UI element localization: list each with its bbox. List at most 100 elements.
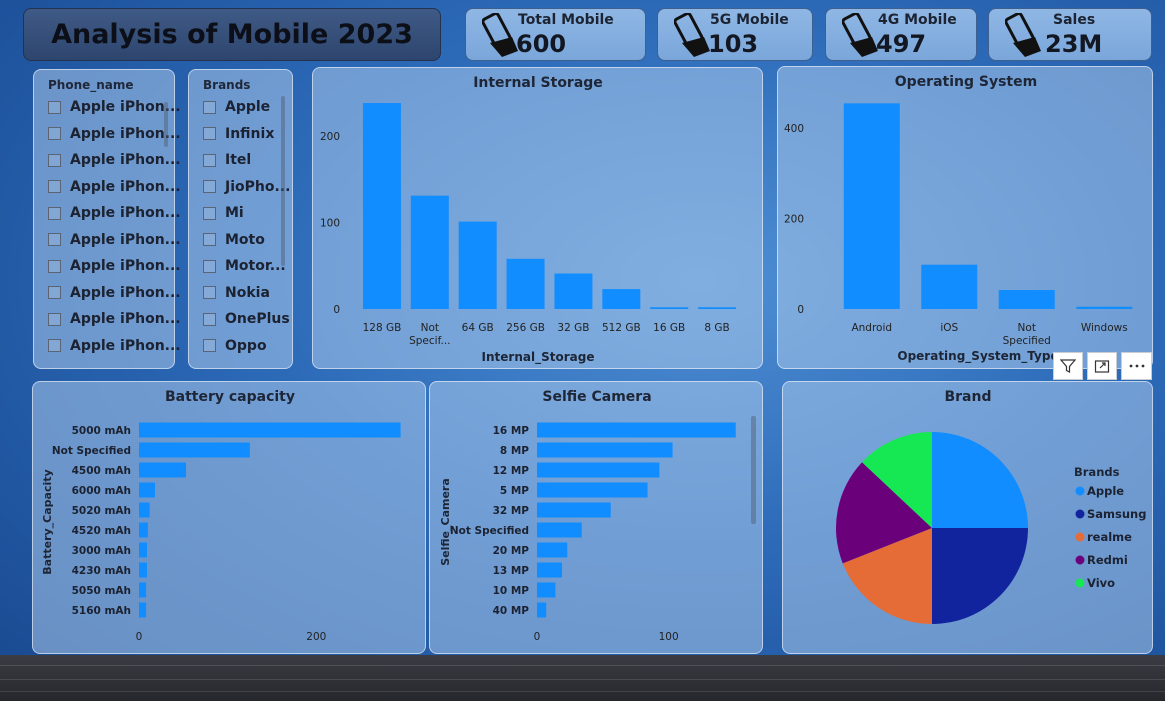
- battery-capacity-chart-panel: Battery capacity 5000 mAh Not Specified 450…: [32, 381, 426, 654]
- focus-mode-button[interactable]: [1087, 352, 1117, 380]
- bar: [554, 273, 593, 309]
- brand-slicer-item[interactable]: Nokia: [203, 283, 270, 303]
- slicer-scrollbar[interactable]: [281, 96, 285, 266]
- x-tick-label: 256 GB: [506, 322, 545, 334]
- phone-name-slicer-item[interactable]: Apple iPhon...: [48, 97, 181, 117]
- checkbox[interactable]: [203, 127, 216, 140]
- brand-pie-chart-panel: Brand Brands Apple Samsung realme Redmi Vivo: [782, 381, 1153, 654]
- brand-slicer-item[interactable]: Itel: [203, 150, 251, 170]
- x-tick-label: 128 GB: [363, 322, 402, 334]
- brand-slicer-item[interactable]: Infinix: [203, 124, 274, 144]
- checkbox[interactable]: [48, 312, 61, 326]
- brand-slicer-item[interactable]: Apple: [203, 97, 270, 117]
- checkbox[interactable]: [203, 259, 216, 273]
- chart-scrollbar[interactable]: [751, 416, 756, 524]
- checkbox[interactable]: [48, 339, 61, 352]
- y-tick-label: 6000 mAh: [72, 485, 131, 497]
- checkbox[interactable]: [48, 127, 61, 140]
- phone-in-hand-icon: [482, 13, 518, 57]
- checkbox[interactable]: [48, 100, 61, 114]
- x-tick-label: 64 GB: [462, 322, 494, 334]
- x-tick-label: 32 GB: [557, 322, 589, 334]
- x-axis-title: Operating_System_Type: [897, 349, 1058, 364]
- bar: [139, 542, 147, 558]
- phone-name-slicer-item[interactable]: Apple iPhon...: [48, 336, 181, 356]
- phone-name-slicer-item[interactable]: Apple iPhon...: [48, 309, 181, 329]
- checkbox[interactable]: [203, 153, 216, 167]
- y-tick-label: 12 MP: [493, 465, 530, 477]
- phone-name-slicer-item[interactable]: Apple iPhon...: [48, 124, 181, 144]
- y-axis-title: Selfie_Camera: [439, 478, 452, 566]
- checkbox[interactable]: [203, 180, 216, 193]
- bar: [139, 502, 150, 518]
- legend-title: Brands: [1074, 465, 1120, 479]
- checkbox[interactable]: [203, 206, 216, 220]
- bar: [537, 462, 660, 478]
- slicer-scrollbar[interactable]: [164, 102, 168, 147]
- y-tick-label: 20 MP: [493, 545, 530, 557]
- checkbox[interactable]: [203, 312, 216, 326]
- checkbox[interactable]: [48, 180, 61, 193]
- brand-slicer-item[interactable]: Moto: [203, 230, 265, 250]
- checkbox[interactable]: [203, 286, 216, 299]
- selfie-camera-chart-panel: Selfie Camera 16 MP 8 MP 12 MP 5 MP 32 MP Not …: [429, 381, 763, 654]
- phone-name-slicer-item[interactable]: Apple iPhon...: [48, 283, 181, 303]
- legend-label: Redmi: [1087, 553, 1128, 567]
- legend-swatch: [1075, 486, 1085, 496]
- brand-slicer-item-label: JioPho...: [225, 178, 291, 195]
- checkbox[interactable]: [203, 339, 216, 352]
- brand-slicer-item[interactable]: Motor...: [203, 256, 286, 276]
- legend-label: Apple: [1087, 484, 1124, 498]
- brand-slicer-item-label: OnePlus: [225, 311, 290, 327]
- kpi-value: 600: [516, 30, 567, 58]
- bar: [537, 522, 582, 538]
- kpi-value: 497: [876, 30, 927, 58]
- pie-slice: [862, 432, 932, 528]
- bar: [139, 582, 147, 598]
- x-tick-label: 100: [659, 631, 679, 643]
- kpi-card-sales[interactable]: Sales 23M: [988, 8, 1152, 61]
- checkbox[interactable]: [48, 153, 61, 167]
- y-tick-label: 3000 mAh: [72, 545, 131, 557]
- phone-name-slicer-item-label: Apple iPhon...: [70, 258, 181, 274]
- brand-slicer-item[interactable]: Oppo: [203, 336, 267, 356]
- bar: [537, 602, 547, 618]
- bar: [698, 307, 737, 309]
- phone-name-slicer-item[interactable]: Apple iPhon...: [48, 203, 181, 223]
- checkbox[interactable]: [48, 286, 61, 299]
- pie-slice: [932, 432, 1028, 528]
- y-tick-label: 4230 mAh: [72, 565, 131, 577]
- bar: [602, 289, 641, 309]
- kpi-card-total-mobile[interactable]: Total Mobile 600: [465, 8, 646, 61]
- phone-name-slicer-item[interactable]: Apple iPhon...: [48, 177, 181, 197]
- checkbox[interactable]: [203, 233, 216, 246]
- checkbox[interactable]: [203, 100, 216, 114]
- kpi-card-4g-mobile[interactable]: 4G Mobile 497: [825, 8, 977, 61]
- y-axis-title: Battery_Capacity: [41, 469, 54, 574]
- filter-button[interactable]: [1053, 352, 1083, 380]
- more-options-button[interactable]: [1121, 352, 1152, 380]
- kpi-card-5g-mobile[interactable]: 5G Mobile 103: [657, 8, 813, 61]
- y-tick-label: 5160 mAh: [72, 605, 131, 617]
- brand-slicer-item[interactable]: OnePlus: [203, 309, 290, 329]
- phone-name-slicer-item-label: Apple iPhon...: [70, 337, 181, 354]
- y-tick-label: 400: [784, 123, 804, 135]
- x-tick-label: 0: [136, 631, 143, 643]
- phone-name-slicer-item[interactable]: Apple iPhon...: [48, 150, 181, 170]
- legend-swatch: [1075, 532, 1085, 542]
- brand-slicer-item[interactable]: Mi: [203, 203, 244, 223]
- phone-name-slicer-item[interactable]: Apple iPhon...: [48, 230, 181, 250]
- bar: [139, 442, 250, 458]
- bar: [1076, 306, 1133, 309]
- page-title: Analysis of Mobile 2023: [51, 19, 413, 50]
- phone-name-slicer-item[interactable]: Apple iPhon...: [48, 256, 181, 276]
- operating-system-chart: Operating System 0 200 400 Android iOS NotSpec…: [784, 74, 1133, 364]
- brand-slicer-item[interactable]: JioPho...: [203, 177, 290, 197]
- legend-swatch: [1075, 555, 1085, 565]
- brand-slicer-item-label: Nokia: [225, 284, 270, 301]
- checkbox[interactable]: [48, 233, 61, 246]
- checkbox[interactable]: [48, 259, 61, 273]
- checkbox[interactable]: [48, 206, 61, 220]
- phone-name-slicer-item-label: Apple iPhon...: [70, 284, 181, 301]
- x-tick-label: Not: [1018, 322, 1036, 334]
